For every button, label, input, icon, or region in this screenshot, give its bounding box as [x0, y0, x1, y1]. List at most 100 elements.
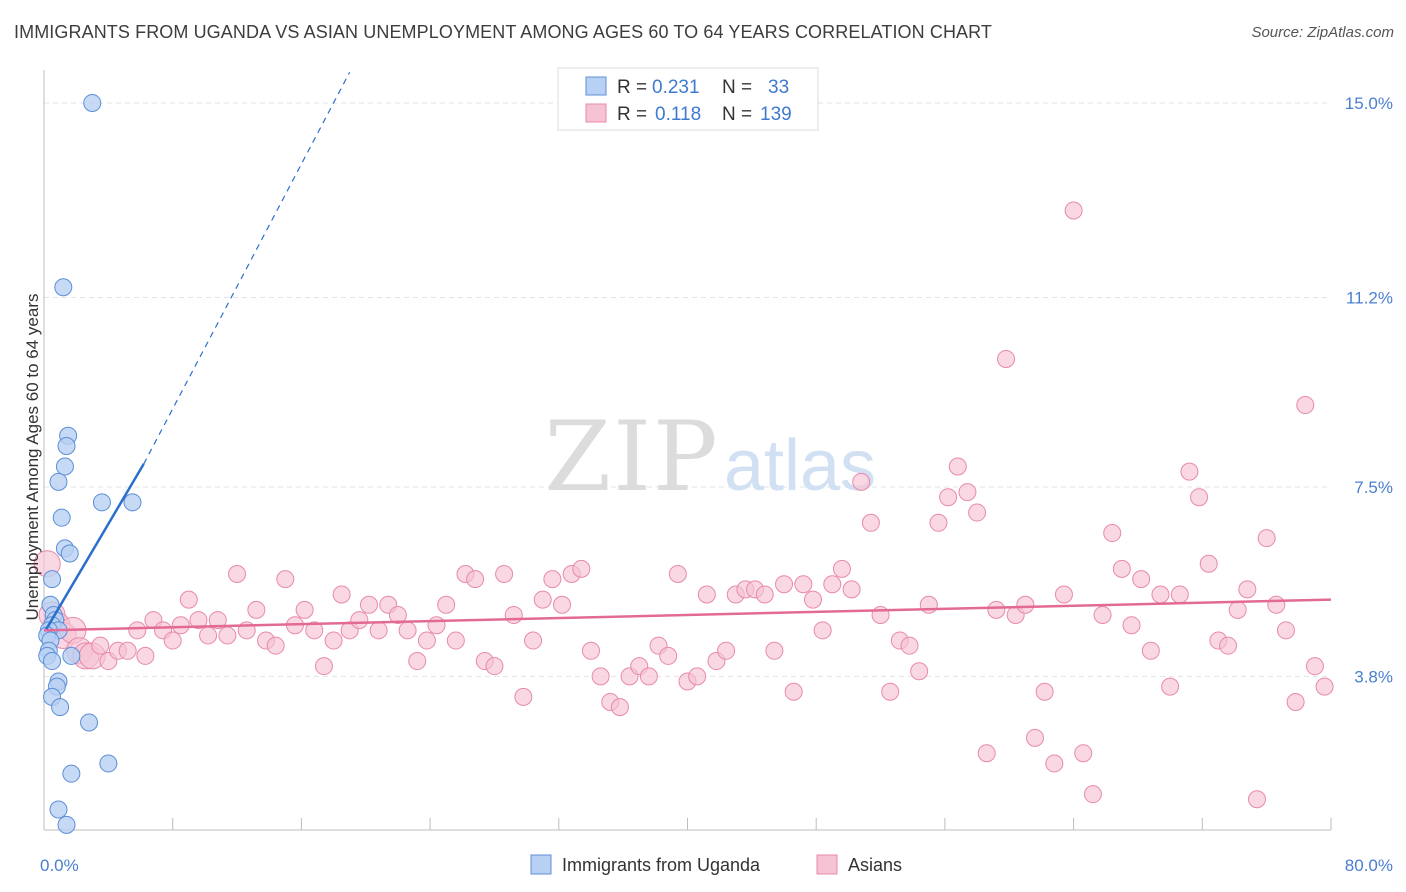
- asian-point: [832, 559, 851, 578]
- asian-point: [968, 503, 987, 522]
- asian-points: [33, 201, 1334, 809]
- asian-point: [813, 621, 832, 640]
- asian-point: [668, 565, 687, 583]
- uganda-point: [62, 646, 81, 665]
- asian-point: [533, 590, 552, 609]
- asian-point: [939, 488, 958, 507]
- bottom-legend-swatch-asian: [816, 854, 838, 875]
- asian-point: [1180, 462, 1199, 481]
- asian-point: [1170, 585, 1189, 604]
- asian-point: [266, 636, 285, 655]
- asian-point: [504, 605, 523, 624]
- x-tick-labels: 0.0% 80.0%: [40, 856, 1393, 875]
- uganda-point: [55, 457, 74, 476]
- asian-point: [900, 636, 919, 655]
- asian-point: [1112, 559, 1131, 578]
- asian-point: [697, 585, 716, 604]
- asian-point: [581, 641, 600, 660]
- asian-point: [784, 682, 803, 701]
- asian-point: [1016, 595, 1035, 614]
- asian-point: [324, 631, 343, 650]
- bottom-legend-label-uganda: Immigrants from Uganda: [562, 855, 761, 875]
- uganda-point: [62, 764, 81, 783]
- uganda-point: [57, 437, 76, 455]
- asian-point: [610, 698, 629, 717]
- asian-point: [128, 621, 147, 640]
- asian-point: [1276, 621, 1295, 640]
- uganda-trend-extension: [143, 71, 351, 465]
- asian-point: [466, 570, 485, 589]
- legend-box: R = 0.231 N = 33 R = 0.118 N = 139: [557, 67, 819, 131]
- asian-point: [305, 621, 324, 640]
- y-tick-labels: 3.8% 7.5% 11.2% 15.0%: [1345, 94, 1393, 686]
- asian-point: [929, 513, 948, 532]
- legend-r-label-asian: R =: [617, 104, 647, 125]
- asian-point: [1286, 693, 1305, 711]
- asian-point: [910, 662, 929, 681]
- asian-point: [755, 585, 774, 604]
- asian-point: [295, 600, 314, 619]
- asian-point: [997, 349, 1016, 368]
- uganda-point: [57, 815, 76, 834]
- asian-point: [1219, 636, 1238, 655]
- asian-point: [553, 595, 572, 614]
- asian-point: [179, 590, 198, 609]
- asian-point: [852, 472, 871, 491]
- asian-point: [1257, 529, 1276, 548]
- uganda-point: [80, 713, 99, 732]
- asian-point: [1305, 657, 1324, 676]
- uganda-point: [51, 698, 70, 717]
- uganda-point: [43, 570, 62, 589]
- asian-point: [495, 565, 514, 583]
- legend-swatch-uganda: [585, 76, 607, 96]
- asian-point: [514, 687, 533, 706]
- uganda-point: [52, 508, 71, 527]
- asian-point: [485, 657, 504, 676]
- asian-point: [1141, 641, 1160, 660]
- uganda-trend-line: [44, 463, 145, 631]
- uganda-point: [43, 652, 62, 671]
- asian-point: [775, 575, 794, 594]
- asian-point: [639, 667, 658, 686]
- asian-point: [136, 646, 155, 665]
- asian-point: [765, 641, 784, 660]
- asian-point: [1045, 754, 1064, 773]
- asian-point: [1035, 682, 1054, 701]
- x-tick-label: 80.0%: [1345, 856, 1393, 875]
- asian-point: [1296, 396, 1315, 415]
- asian-point: [427, 616, 446, 635]
- asian-point: [408, 652, 427, 671]
- asian-trend-line: [43, 598, 1332, 632]
- asian-point: [543, 570, 562, 589]
- asian-point: [388, 605, 407, 624]
- asian-point: [881, 682, 900, 701]
- asian-point: [823, 575, 842, 594]
- chart-title: IMMIGRANTS FROM UGANDA VS ASIAN UNEMPLOY…: [14, 22, 993, 42]
- asian-point: [189, 611, 208, 630]
- asian-point: [1151, 585, 1170, 604]
- asian-point: [332, 585, 351, 604]
- asian-point: [842, 580, 861, 599]
- legend-n-value-uganda: 33: [768, 77, 789, 98]
- asian-point: [1228, 600, 1247, 619]
- x-tick-label: 0.0%: [40, 856, 79, 875]
- asian-point: [1064, 201, 1083, 220]
- asian-point: [1093, 605, 1112, 624]
- asian-point: [247, 600, 266, 619]
- asian-point: [228, 565, 247, 583]
- watermark: ZIP atlas: [544, 401, 876, 513]
- asian-point: [1190, 488, 1209, 507]
- asian-point: [919, 595, 938, 614]
- asian-point: [91, 636, 110, 655]
- asian-point: [717, 641, 736, 660]
- asian-point: [1238, 580, 1257, 599]
- asian-point: [1161, 677, 1180, 696]
- asian-point: [977, 744, 996, 763]
- watermark-atlas: atlas: [724, 426, 876, 506]
- asian-point: [1103, 524, 1122, 543]
- asian-point: [794, 575, 813, 594]
- bottom-legend: Immigrants from Uganda Asians: [530, 854, 902, 875]
- legend-r-label-uganda: R =: [617, 77, 647, 98]
- legend-r-value-uganda: 0.231: [652, 77, 700, 98]
